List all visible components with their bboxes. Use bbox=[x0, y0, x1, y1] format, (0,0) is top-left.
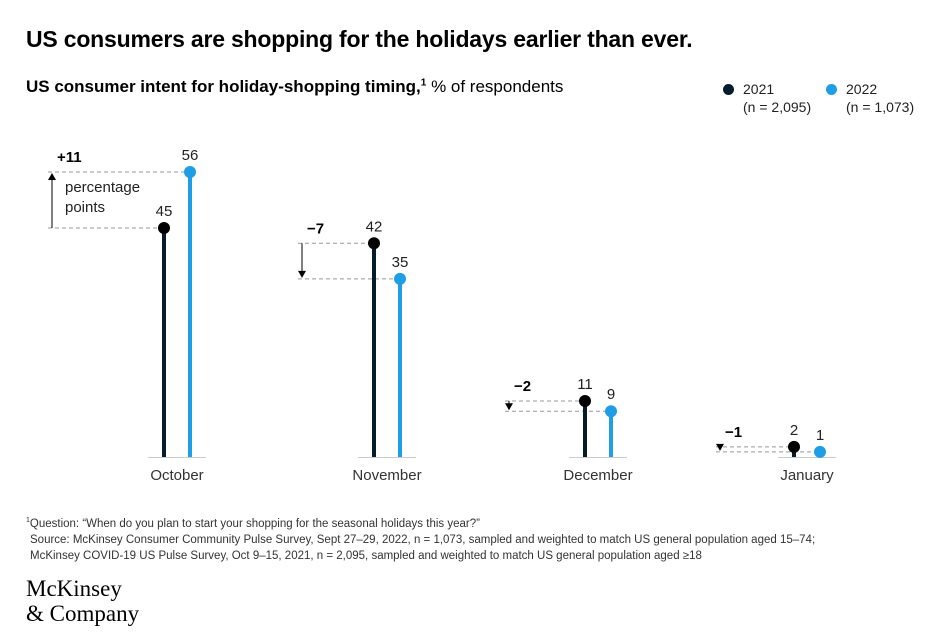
footnote-line-1: Question: “When do you plan to start you… bbox=[29, 517, 480, 530]
legend-item-2022: 2022 (n = 1,073) bbox=[826, 80, 914, 116]
legend-sub-2021: (n = 2,095) bbox=[743, 99, 812, 115]
value-label-2022-october: 56 bbox=[182, 147, 199, 164]
change-arrow-head-november bbox=[298, 270, 306, 278]
subtitle-unit: % of respondents bbox=[426, 77, 564, 96]
category-label-january: January bbox=[780, 467, 834, 484]
legend-dot-2022 bbox=[826, 84, 837, 95]
legend-item-2021: 2021 (n = 2,095) bbox=[723, 80, 811, 116]
dot-2021-january bbox=[788, 440, 800, 453]
change-arrow-head-october bbox=[48, 173, 56, 180]
footnote-mark: 1 bbox=[26, 517, 30, 524]
value-label-2022-november: 35 bbox=[392, 254, 409, 271]
legend-label-2021: 2021 bbox=[743, 81, 775, 97]
mckinsey-logo: McKinsey & Company bbox=[26, 576, 139, 626]
subtitle-bold: US consumer intent for holiday-shopping … bbox=[26, 77, 421, 96]
category-label-october: October bbox=[150, 467, 203, 484]
change-arrow-head-december bbox=[505, 403, 513, 411]
dot-2021-december bbox=[579, 395, 591, 408]
dot-2022-january bbox=[814, 445, 826, 458]
change-label-january: −1 bbox=[725, 424, 742, 441]
category-label-december: December bbox=[563, 467, 632, 484]
value-label-2022-december: 9 bbox=[607, 386, 615, 403]
dot-2022-december bbox=[605, 405, 617, 418]
lollipop-chart: +11 45 56 October −7 42 35 November −2 11 9 Decembe… bbox=[48, 147, 836, 484]
category-label-november: November bbox=[352, 467, 421, 484]
legend-sub-2022: (n = 1,073) bbox=[846, 99, 915, 115]
annotation-percentage: percentage bbox=[65, 179, 140, 196]
dot-2022-november bbox=[394, 272, 406, 285]
footnote-question: 1Question: “When do you plan to start yo… bbox=[26, 513, 815, 532]
change-label-october: +11 bbox=[57, 149, 82, 166]
annotation-points: points bbox=[65, 199, 105, 216]
value-label-2021-october: 45 bbox=[156, 203, 173, 220]
footnote-source-1: Source: McKinsey Consumer Community Puls… bbox=[30, 533, 816, 546]
legend-label-2022: 2022 bbox=[846, 81, 878, 97]
dot-2022-october bbox=[184, 166, 196, 178]
change-label-november: −7 bbox=[307, 220, 324, 237]
logo-line-1: McKinsey bbox=[26, 576, 122, 601]
change-label-december: −2 bbox=[514, 378, 531, 395]
footnote: 1Question: “When do you plan to start yo… bbox=[26, 513, 815, 564]
dot-2021-november bbox=[368, 237, 380, 250]
legend-dot-2021 bbox=[723, 84, 734, 95]
subtitle-footnote-mark: 1 bbox=[420, 77, 427, 89]
value-label-2022-january: 1 bbox=[816, 427, 824, 444]
change-arrow-head-january bbox=[716, 443, 724, 451]
logo-line-2: & Company bbox=[26, 601, 140, 626]
chart-subtitle: US consumer intent for holiday-shopping … bbox=[26, 77, 563, 97]
value-label-2021-december: 11 bbox=[577, 376, 593, 393]
footnote-source-2: McKinsey COVID-19 US Pulse Survey, Oct 9… bbox=[30, 549, 702, 562]
value-label-2021-november: 42 bbox=[366, 218, 383, 235]
dot-2021-october bbox=[158, 221, 170, 234]
chart-title: US consumers are shopping for the holida… bbox=[26, 26, 693, 52]
value-label-2021-january: 2 bbox=[790, 422, 798, 439]
